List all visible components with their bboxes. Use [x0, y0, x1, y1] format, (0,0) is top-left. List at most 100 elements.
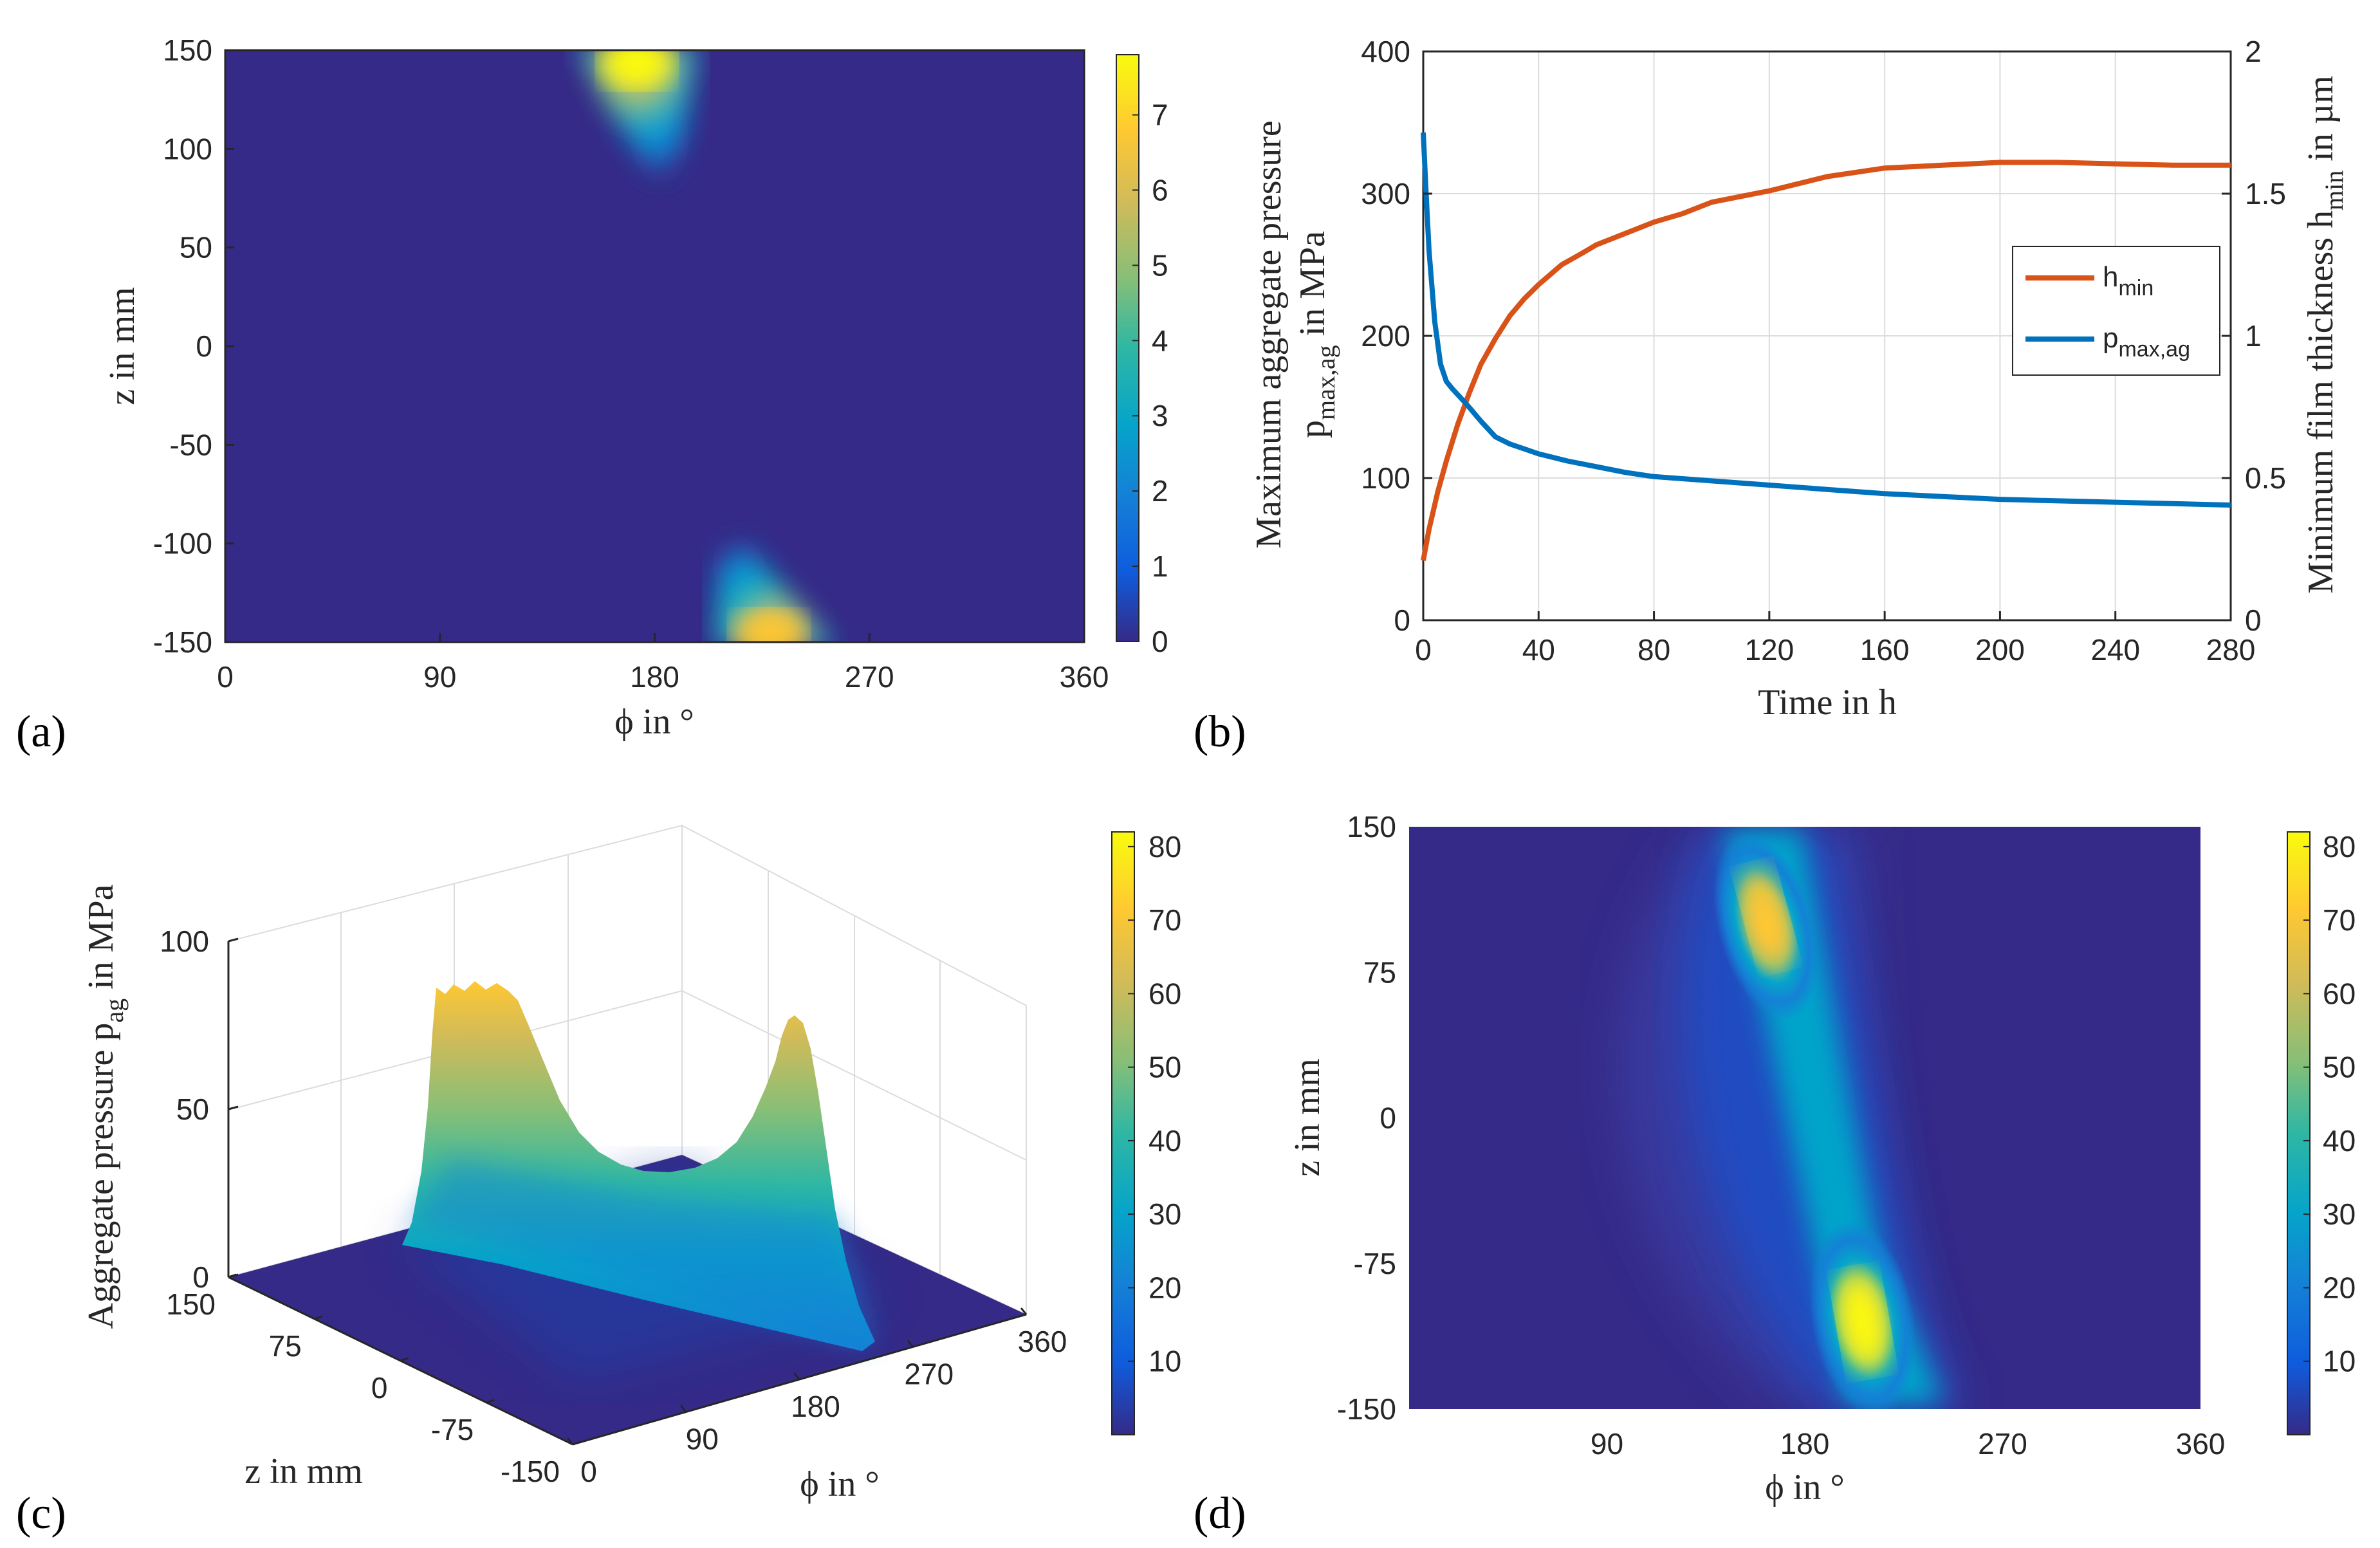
panel-c-phi-tick-label: 270: [904, 1358, 954, 1391]
panel-a-hotspot-top-core: [602, 50, 672, 87]
panel-d-cb-tick-label: 30: [2323, 1197, 2356, 1231]
panel-a-cb-tick-label: 4: [1152, 324, 1168, 357]
panel-c-zmm-tick-mark: [314, 1315, 323, 1320]
panel-c-ztick-label: 50: [176, 1092, 209, 1126]
panel-d-ytick-label: 0: [1379, 1101, 1396, 1135]
panel-b-series-hmin: [1421, 160, 2231, 561]
panel-a-cb-tick-label: 0: [1152, 625, 1168, 658]
panel-d-colorbar-ticks: 80 70 60 50 40 30 20 10: [2303, 830, 2356, 1378]
panel-c-phi-tick-mark: [1020, 1307, 1028, 1315]
panel-c-phi-ticks: 0 90 180 270 360: [566, 1307, 1067, 1488]
panel-a-ytick-label: -100: [153, 527, 212, 560]
panel-a-cb-tick-label: 7: [1152, 98, 1168, 132]
panel-c-zmm-tick-label: 75: [269, 1329, 302, 1363]
panel-b-ytick-right-label: 1.5: [2245, 177, 2286, 210]
panel-c-ztick-mark: [228, 937, 239, 943]
panel-a-ytick-label: -150: [153, 625, 212, 659]
panel-a-x-ticks: 0 90 180 270 360: [217, 633, 1109, 694]
panel-d-cb-tick-label: 60: [2323, 977, 2356, 1010]
panel-a-xtick-label: 180: [630, 660, 679, 694]
panel-a-xtick-label: 360: [1060, 660, 1109, 694]
panel-c-ylabel: ϕ in °: [800, 1464, 879, 1504]
panel-b-ylabel-left-line1: Maximum aggregate pressure: [1249, 120, 1289, 549]
panel-b-xtick-label: 0: [1415, 633, 1432, 667]
panel-c-zlabel: Aggregate pressure pag in MPa: [81, 884, 129, 1329]
panel-a-ytick-label: -50: [170, 428, 212, 461]
panel-a-hotspot-bottom: [714, 528, 833, 642]
panel-a-cb-tick-label: 2: [1152, 474, 1168, 508]
panel-b-xtick-label: 160: [1860, 633, 1910, 667]
panel-b-ylabel-left: Maximum aggregate pressure pmax,ag in MP…: [1249, 120, 1340, 549]
panel-c-phi-tick-mark: [680, 1405, 687, 1413]
panel-d-ytick-label: -75: [1354, 1247, 1396, 1280]
panel-b-xtick-label: 280: [2206, 633, 2256, 667]
panel-b-ytick-left-label: 100: [1361, 461, 1410, 495]
panel-c-phi-tick-label: 360: [1018, 1325, 1067, 1358]
panel-d-colorbar: [2287, 831, 2311, 1435]
panel-c-zmm-tick-label: -75: [431, 1413, 474, 1446]
panel-c-cb-tick-label: 70: [1148, 903, 1181, 937]
panel-a-cb-tick-label: 5: [1152, 248, 1168, 282]
panel-c-phi-tick-mark: [793, 1372, 800, 1380]
panel-b-xtick-label: 120: [1744, 633, 1794, 667]
panel-a-cb-tick-label: 3: [1152, 399, 1168, 432]
panel-c-phi-tick-label: 90: [686, 1423, 719, 1456]
panel-b-ytick-left-label: 400: [1361, 35, 1410, 68]
panel-c-zmm-tick-mark: [486, 1399, 495, 1404]
panel-c-zmm-tick-mark: [572, 1441, 581, 1446]
panel-a-ytick-label: 50: [180, 231, 212, 264]
panel-c-phi-tick-label: 180: [791, 1390, 840, 1423]
panel-d-ytick-label: -150: [1337, 1392, 1396, 1426]
panel-c: 100 50 0 150 75 0 -75 -150 0 90 180 270 360 Aggreg…: [16, 824, 1181, 1538]
panel-b-y-right-ticks: 2 1.5 1 0.5 0: [2222, 35, 2286, 637]
panel-d-xtick-label: 360: [2176, 1427, 2226, 1460]
panel-b: 0 40 80 120 160 200 240 280 400 300 200 100 0 2 1.5 1…: [1194, 35, 2348, 757]
panel-b-label: (b): [1194, 707, 1246, 757]
panel-d-cb-tick-label: 10: [2323, 1345, 2356, 1378]
panel-b-x-ticks: 0 40 80 120 160 200 240 280: [1415, 611, 2255, 667]
panel-b-xtick-label: 80: [1637, 633, 1670, 667]
panel-b-xtick-label: 40: [1522, 633, 1555, 667]
panel-d-ytick-label: 150: [1347, 810, 1396, 843]
panel-c-pressure-ticks: 100 50 0: [160, 925, 239, 1294]
panel-b-ytick-right-label: 2: [2245, 35, 2262, 68]
panel-a-label: (a): [16, 707, 66, 757]
panel-c-label: (c): [16, 1489, 66, 1538]
panel-b-ytick-right-label: 0: [2245, 604, 2262, 637]
panel-a-xtick-label: 270: [845, 660, 894, 694]
panel-a-ylabel: z in mm: [102, 287, 142, 405]
panel-c-zmm-tick-label: 0: [371, 1371, 388, 1405]
panel-b-series-pmax: [1421, 132, 2231, 508]
panel-a-xtick-label: 90: [423, 660, 456, 694]
panel-d-cb-tick-label: 50: [2323, 1051, 2356, 1084]
panel-c-zmm-tick-mark: [400, 1357, 409, 1362]
panel-a-ytick-label: 0: [196, 329, 212, 363]
panel-c-colorbar: [1111, 831, 1135, 1435]
panel-c-cb-tick-label: 50: [1148, 1051, 1181, 1084]
panel-c-cb-tick-label: 30: [1148, 1197, 1181, 1231]
panel-a-xlabel: ϕ in °: [614, 702, 694, 742]
panel-a-xtick-label: 0: [217, 660, 234, 694]
panel-d-x-ticks: 90 180 270 360: [1591, 1427, 2225, 1460]
panel-c-xlabel: z in mm: [244, 1451, 363, 1491]
panel-d-hotspot-bottom-core: [1839, 1274, 1886, 1370]
panel-d-xtick-label: 180: [1780, 1427, 1830, 1460]
panel-b-legend-box: [2012, 246, 2220, 376]
panel-d-cb-tick-label: 80: [2323, 830, 2356, 863]
panel-d-cb-tick-label: 20: [2323, 1271, 2356, 1304]
panel-d-ytick-label: 75: [1363, 955, 1396, 989]
panel-c-zmm-tick-label: 150: [166, 1287, 216, 1321]
panel-c-ztick-label: 0: [192, 1260, 209, 1294]
panel-c-phi-tick-label: 0: [580, 1455, 597, 1488]
panel-c-cb-tick-label: 10: [1148, 1345, 1181, 1378]
panel-d-label: (d): [1194, 1489, 1246, 1538]
panel-a-hotspot-top: [578, 50, 697, 193]
panel-c-ztick-label: 100: [160, 925, 209, 958]
panel-c-phi-tick-mark: [566, 1437, 574, 1445]
panel-a-ytick-label: 150: [163, 33, 212, 67]
panel-b-xlabel: Time in h: [1758, 683, 1897, 723]
panel-d-hotspot-top-core: [1744, 870, 1789, 964]
panel-d: 90 180 270 360 150 75 0 -75 -150 ϕ in ° z in mm…: [1194, 810, 2356, 1538]
panel-c-cb-tick-label: 80: [1148, 830, 1181, 863]
